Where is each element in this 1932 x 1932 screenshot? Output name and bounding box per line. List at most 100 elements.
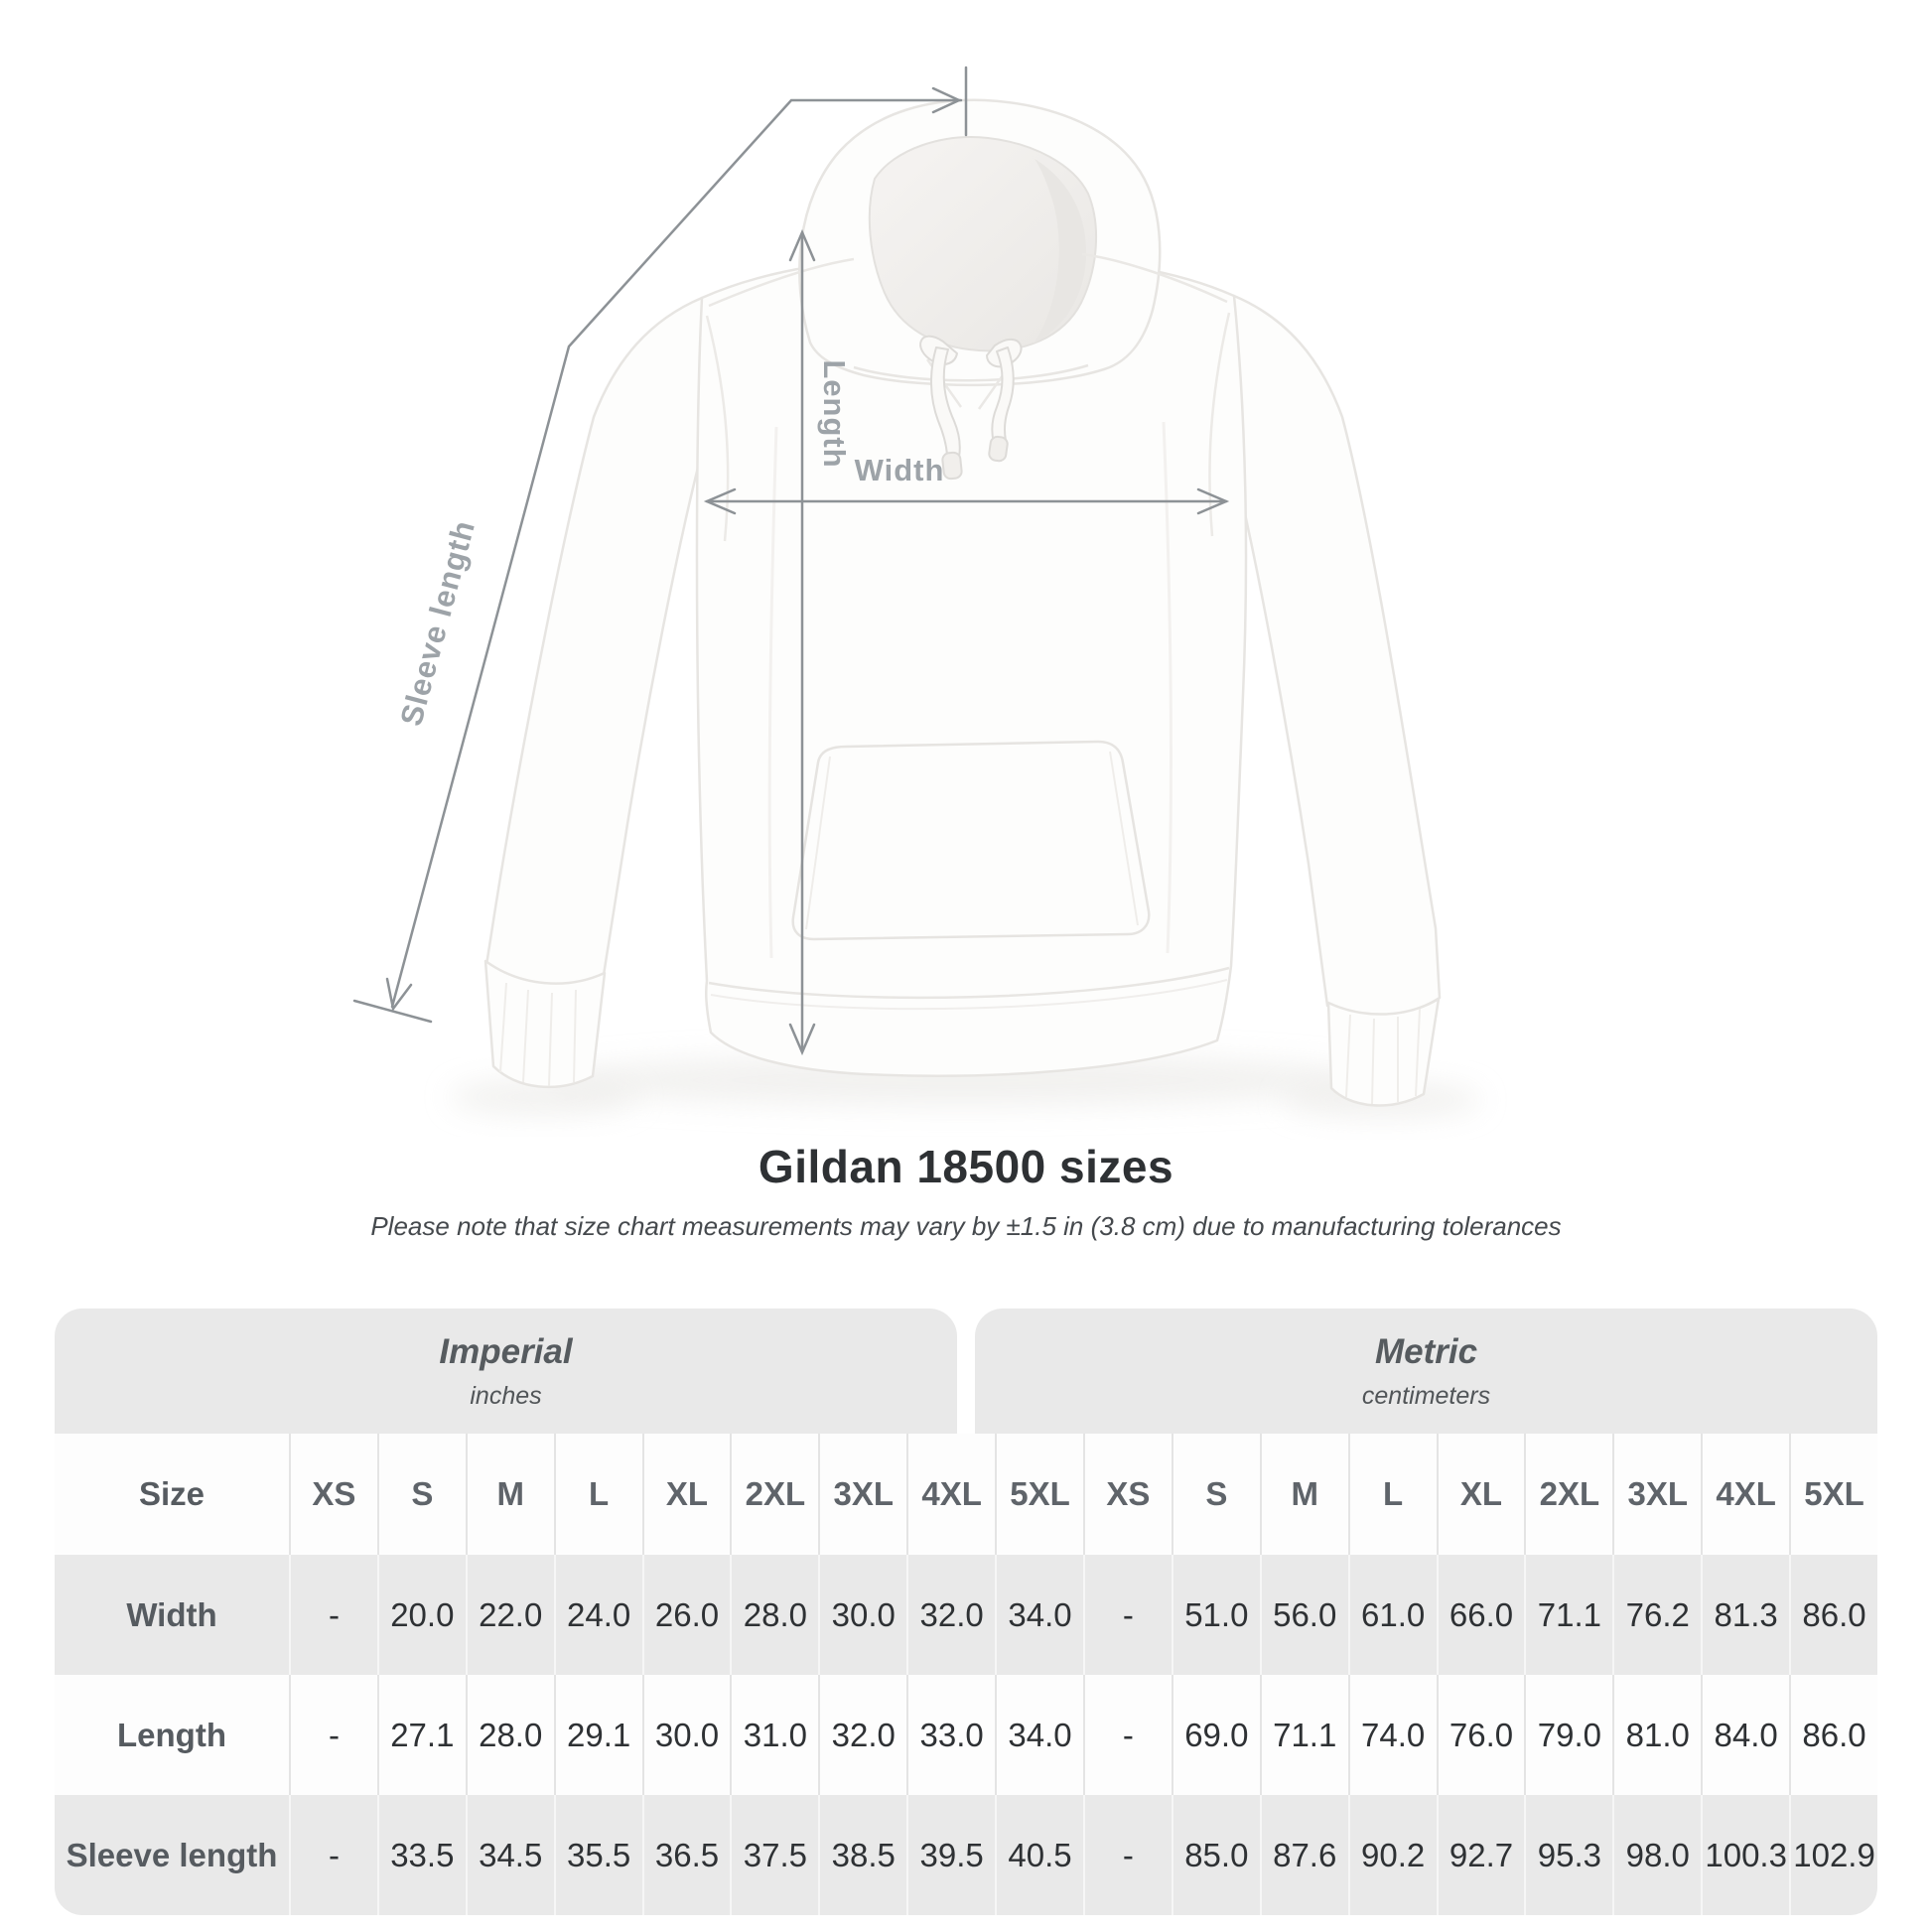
value-cell: 27.1 [376, 1675, 466, 1795]
size-col-header-imperial-l: L [553, 1434, 642, 1555]
value-cell: 33.5 [376, 1795, 466, 1915]
size-col-header-imperial-s: S [376, 1434, 466, 1555]
value-cell: 29.1 [553, 1675, 642, 1795]
value-cell: - [1082, 1795, 1172, 1915]
value-cell: 61.0 [1347, 1555, 1437, 1675]
value-cell: 74.0 [1347, 1675, 1437, 1795]
size-col-header-imperial-xl: XL [641, 1434, 731, 1555]
value-cell: - [289, 1675, 377, 1795]
size-col-header-imperial-m: M [465, 1434, 554, 1555]
hoodie-measurement-diagram: Length Width Sleeve length [352, 66, 1481, 1118]
value-cell: 76.2 [1612, 1555, 1701, 1675]
value-cell: 37.5 [730, 1795, 818, 1915]
value-cell: 24.0 [553, 1555, 642, 1675]
row-label: Width [126, 1595, 217, 1633]
size-col-header-imperial-4xl: 4XL [906, 1434, 995, 1555]
value-cell: 56.0 [1259, 1555, 1348, 1675]
metric-band-unit: centimeters [1361, 1381, 1491, 1410]
value-cell: 31.0 [730, 1675, 818, 1795]
row-label: Length [117, 1716, 226, 1753]
size-col-header-metric-m: M [1259, 1434, 1348, 1555]
size-header-row: Size XS S M L XL 2XL 3XL 4XL 5XL XS S M L XL 2XL 3XL 4XL… [55, 1434, 1877, 1555]
value-cell: 69.0 [1171, 1675, 1260, 1795]
page-title: Gildan 18500 sizes [758, 1141, 1174, 1192]
unit-band-row: Imperial inches Metric centimeters [55, 1309, 1877, 1434]
table-row-width: Width -20.0 22.0 24.0 26.0 28.0 30.0 32.0 34.0-5… [55, 1555, 1877, 1675]
value-cell: 28.0 [465, 1675, 554, 1795]
kangaroo-pocket [791, 740, 1151, 941]
value-cell: 85.0 [1171, 1795, 1260, 1915]
value-cell: - [289, 1795, 377, 1915]
table-row-sleeve-length: Sleeve length -33.5 34.5 35.5 36.5 37.5 38.5 39… [55, 1795, 1877, 1915]
row-label: Sleeve length [66, 1836, 278, 1873]
value-cell: 30.0 [818, 1555, 906, 1675]
value-cell: - [1082, 1555, 1172, 1675]
size-col-header-metric-3xl: 3XL [1612, 1434, 1701, 1555]
value-cell: 38.5 [818, 1795, 906, 1915]
value-cell: 90.2 [1347, 1795, 1437, 1915]
value-cell: 40.5 [995, 1795, 1083, 1915]
value-cell: 66.0 [1436, 1555, 1525, 1675]
imperial-band-unit: inches [470, 1381, 542, 1410]
value-cell: 95.3 [1524, 1795, 1612, 1915]
value-cell: 26.0 [641, 1555, 731, 1675]
value-cell: 34.0 [995, 1675, 1083, 1795]
value-cell: 34.0 [995, 1555, 1083, 1675]
length-line [788, 228, 816, 1056]
measurement-annotations [352, 66, 1230, 1056]
table-row-length: Length -27.1 28.0 29.1 30.0 31.0 32.0 33.0 34.0-… [55, 1675, 1877, 1795]
value-cell: - [289, 1555, 377, 1675]
value-cell: 84.0 [1701, 1675, 1789, 1795]
value-cell: 98.0 [1612, 1795, 1701, 1915]
size-table: Imperial inches Metric centimeters Size … [55, 1309, 1877, 1915]
value-cell: 39.5 [906, 1795, 995, 1915]
width-label: Width [855, 453, 945, 487]
hood-interior [868, 136, 1097, 352]
value-cell: 81.3 [1701, 1555, 1789, 1675]
size-col-header-imperial-xs: XS [289, 1434, 377, 1555]
value-cell: 32.0 [906, 1555, 995, 1675]
size-col-header-metric-xl: XL [1436, 1434, 1525, 1555]
value-cell: 86.0 [1789, 1675, 1877, 1795]
size-col-header-imperial-5xl: 5XL [995, 1434, 1083, 1555]
value-cell: 20.0 [376, 1555, 466, 1675]
value-cell: 71.1 [1259, 1675, 1348, 1795]
size-col-header-metric-xs: XS [1082, 1434, 1172, 1555]
right-cuff [1326, 997, 1441, 1107]
value-cell: 81.0 [1612, 1675, 1701, 1795]
value-cell: 32.0 [818, 1675, 906, 1795]
width-line [703, 487, 1230, 515]
size-col-header-imperial-2xl: 2XL [730, 1434, 818, 1555]
value-cell: 92.7 [1436, 1795, 1525, 1915]
metric-band: Metric centimeters [975, 1309, 1877, 1434]
hoodie-illustration [483, 98, 1442, 1107]
value-cell: 79.0 [1524, 1675, 1612, 1795]
table-body: Width -20.0 22.0 24.0 26.0 28.0 30.0 32.0 34.0-5… [55, 1555, 1877, 1915]
size-col-header-metric-l: L [1347, 1434, 1437, 1555]
value-cell: 86.0 [1789, 1555, 1877, 1675]
left-sleeve [484, 296, 709, 988]
imperial-band: Imperial inches [55, 1309, 957, 1434]
page-subtitle: Please note that size chart measurements… [370, 1211, 1562, 1241]
value-cell: 33.0 [906, 1675, 995, 1795]
value-cell: 35.5 [553, 1795, 642, 1915]
value-cell: - [1082, 1675, 1172, 1795]
right-sleeve [1225, 294, 1442, 1018]
size-col-header-metric-4xl: 4XL [1701, 1434, 1789, 1555]
size-col-header-metric-5xl: 5XL [1789, 1434, 1877, 1555]
size-col-header-imperial-3xl: 3XL [818, 1434, 906, 1555]
size-corner-header: Size [138, 1475, 206, 1512]
length-label: Length [817, 359, 852, 468]
size-col-header-metric-s: S [1171, 1434, 1260, 1555]
value-cell: 51.0 [1171, 1555, 1260, 1675]
value-cell: 100.3 [1701, 1795, 1789, 1915]
title-block: Gildan 18500 sizes Please note that size… [0, 1140, 1932, 1242]
size-col-header-metric-2xl: 2XL [1524, 1434, 1612, 1555]
metric-band-title: Metric [1374, 1331, 1478, 1371]
value-cell: 71.1 [1524, 1555, 1612, 1675]
sleeve-length-line [352, 66, 968, 1024]
imperial-band-title: Imperial [439, 1331, 573, 1371]
value-cell: 76.0 [1436, 1675, 1525, 1795]
value-cell: 36.5 [641, 1795, 731, 1915]
garment-shadow [450, 1054, 1481, 1118]
